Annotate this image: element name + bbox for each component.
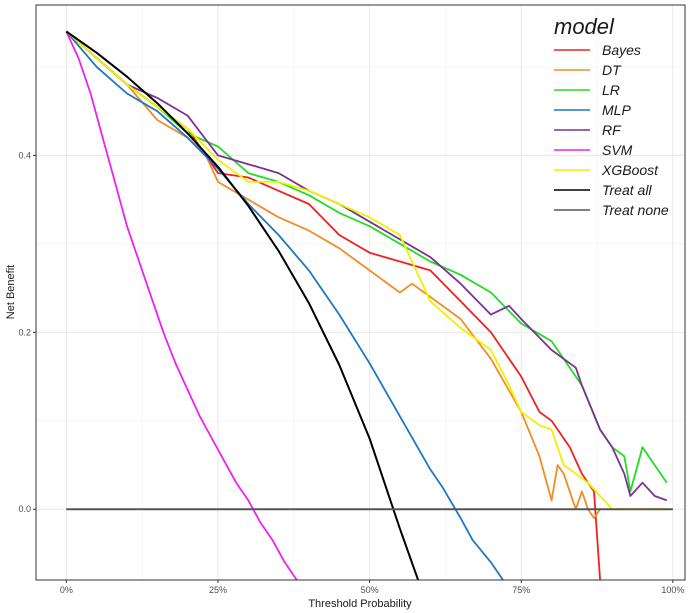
y-tick-label: 0.2 — [18, 327, 31, 337]
y-axis-title: Net Benefit — [5, 265, 17, 319]
x-tick-label: 50% — [361, 585, 379, 595]
legend-label-lr: LR — [602, 82, 620, 98]
x-axis-title: Threshold Probability — [308, 598, 412, 610]
legend-label-mlp: MLP — [602, 102, 631, 118]
legend-label-treat-none: Treat none — [602, 202, 669, 218]
legend-label-treat-all: Treat all — [602, 182, 652, 198]
axes: 0% 25% 50% 75% 100% 0.0 0.2 0.4 — [18, 150, 684, 595]
series-lines — [65, 30, 673, 580]
legend-label-xgboost: XGBoost — [601, 162, 659, 178]
series-line-treat-all — [65, 30, 420, 580]
y-tick-label: 0.4 — [18, 150, 31, 160]
legend-label-bayes: Bayes — [602, 42, 641, 58]
legend-label-dt: DT — [602, 62, 622, 78]
legend-label-svm: SVM — [602, 142, 633, 158]
x-tick-label: 75% — [512, 585, 530, 595]
y-tick-label: 0.0 — [18, 504, 31, 514]
plot-panel-border — [35, 4, 686, 581]
legend: model Bayes DT LR MLP RF SVM XGBoost Treat all T… — [554, 14, 669, 218]
legend-label-rf: RF — [602, 122, 622, 138]
series-line-rf — [65, 30, 668, 502]
series-line-xgboost — [65, 30, 667, 511]
series-line-svm — [65, 31, 298, 580]
x-tick-label: 25% — [209, 585, 227, 595]
series-line-mlp — [65, 30, 504, 580]
legend-title: model — [554, 14, 615, 39]
x-tick-label: 0% — [60, 585, 73, 595]
x-tick-label: 100% — [661, 585, 684, 595]
